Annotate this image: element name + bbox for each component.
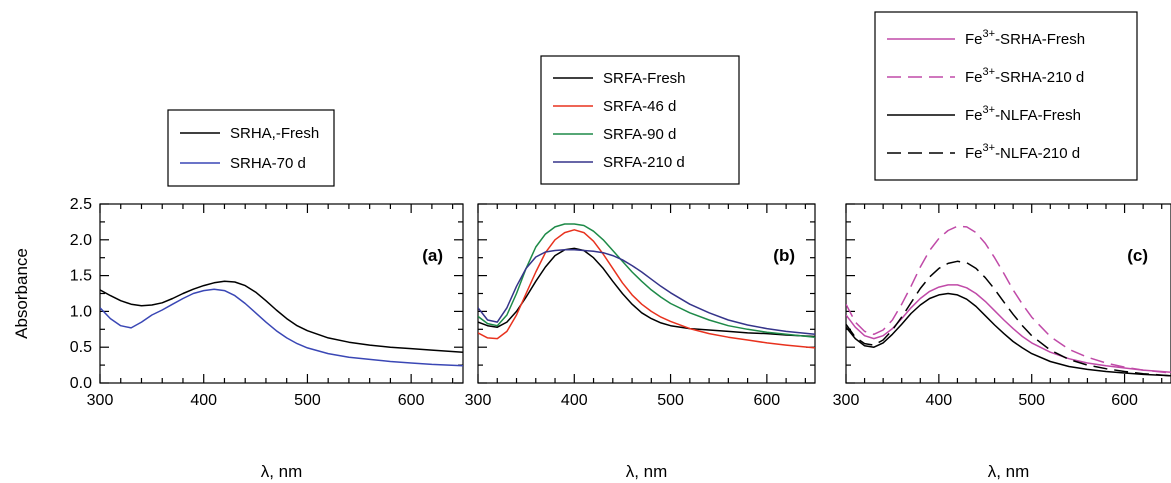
legend: SRFA-Fresh SRFA-46 d SRFA-90 d SRFA-210 d: [540, 55, 740, 185]
legend-entry: SRFA-90 d: [603, 126, 676, 143]
series-line-3: [846, 292, 1171, 377]
x-tick-label: 600: [754, 392, 781, 409]
x-axis-label: λ, nm: [261, 462, 303, 481]
x-tick-label: 500: [657, 392, 684, 409]
y-tick-label: 0.5: [70, 339, 92, 356]
series-line-4: [846, 260, 1171, 377]
x-tick-label: 600: [1111, 392, 1138, 409]
plot-frame: [99, 203, 464, 384]
x-tick-label: 600: [398, 392, 425, 409]
x-tick-label: 400: [561, 392, 588, 409]
legend-entry: SRHA,-Fresh: [230, 125, 319, 142]
legend-entry: Fe3+-SRHA-210 d: [965, 66, 1084, 86]
series-line-3: [478, 223, 815, 338]
legend-entry: SRFA-Fresh: [603, 70, 686, 87]
legend-entry: Fe3+-SRHA-Fresh: [965, 28, 1085, 48]
legend-box: [874, 11, 1138, 181]
legend-entry: SRFA-46 d: [603, 98, 676, 115]
series-line-2: [478, 229, 815, 349]
legend: Fe3+-SRHA-Fresh Fe3+-SRHA-210 d Fe3+-NLFA-…: [874, 11, 1138, 181]
x-tick-label: 300: [833, 392, 860, 409]
legend-box: [167, 109, 335, 187]
y-axis-label: Absorbance: [12, 248, 31, 339]
y-tick-label: 1.5: [70, 268, 92, 285]
panel-label: (a): [422, 246, 443, 265]
x-tick-label: 400: [926, 392, 953, 409]
panel-label: (b): [773, 246, 795, 265]
legend-entry: Fe3+-NLFA-210 d: [965, 142, 1080, 162]
panel-label: (c): [1127, 246, 1148, 265]
x-axis-label: λ, nm: [988, 462, 1030, 481]
x-tick-label: 500: [1018, 392, 1045, 409]
y-tick-label: 0.0: [70, 375, 92, 392]
x-tick-label: 500: [294, 392, 321, 409]
y-tick-label: 2.0: [70, 232, 92, 249]
series-line-1: [100, 280, 463, 353]
x-axis-label: λ, nm: [626, 462, 668, 481]
series-line-4: [478, 249, 815, 336]
x-tick-label: 300: [87, 392, 114, 409]
legend-entry: SRHA-70 d: [230, 155, 306, 172]
series-line-1: [846, 284, 1171, 374]
series-line-2: [846, 225, 1171, 374]
x-tick-label: 300: [465, 392, 492, 409]
legend-entry: Fe3+-NLFA-Fresh: [965, 104, 1081, 124]
panel-a: 300 400 500 600 0.0 0.5 1.0 1.5 2.0 2.5 λ, nm Absor…: [12, 109, 464, 481]
x-tick-label: 400: [190, 392, 217, 409]
y-tick-label: 1.0: [70, 303, 92, 320]
series-line-2: [100, 288, 463, 367]
plot-frame: [845, 203, 1171, 384]
legend-entry: SRFA-210 d: [603, 154, 685, 171]
y-tick-label: 2.5: [70, 196, 92, 213]
legend: SRHA,-Fresh SRHA-70 d: [167, 109, 335, 187]
